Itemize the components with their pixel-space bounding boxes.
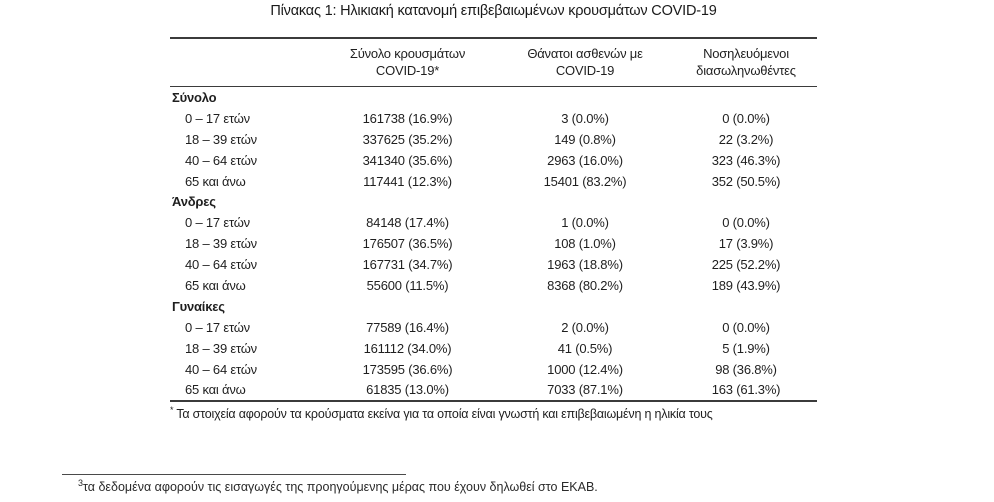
deaths-value: 1963 (18.8%) [547,257,623,273]
cases-value: 55600 (11.5%) [366,277,449,293]
covid-age-distribution-table: Σύνολο κρουσμάτων COVID-19* Θάνατοι ασθε… [170,37,817,422]
intubated-value: 5 (1.9%) [722,340,770,356]
table-title: Πίνακας 1: Ηλικιακή κατανομή επιβεβαιωμέ… [270,3,717,19]
section-label: Γυναίκες [172,298,225,314]
table-row: 40 – 64 ετών 173595 (36.6%) 1000 (12.4%)… [170,359,817,380]
age-group-label: 40 – 64 ετών [185,152,257,168]
deaths-value: 8368 (80.2%) [547,277,623,293]
intubated-value: 0 (0.0%) [722,215,770,231]
cases-value: 117441 (12.3%) [363,173,452,189]
table-row: 65 και άνω 117441 (12.3%) 15401 (83.2%) … [170,171,817,192]
age-group-label: 0 – 17 ετών [185,215,250,231]
table-row: 0 – 17 ετών 161738 (16.9%) 3 (0.0%) 0 (0… [170,108,817,129]
cases-value: 176507 (36.5%) [362,236,453,252]
cases-value: 61835 (13.0%) [366,382,449,398]
section-label: Σύνολο [172,89,217,105]
age-group-label: 18 – 39 ετών [185,236,257,252]
table-row: 65 και άνω 61835 (13.0%) 7033 (87.1%) 16… [170,379,817,400]
header-intubated: Νοσηλευόμενοι διασωληνωθέντες [675,45,817,79]
table-row: 0 – 17 ετών 84148 (17.4%) 1 (0.0%) 0 (0.… [170,212,817,233]
deaths-value: 7033 (87.1%) [547,382,623,398]
deaths-value: 1 (0.0%) [561,215,609,231]
intubated-value: 352 (50.5%) [711,173,781,189]
intubated-value: 17 (3.9%) [718,236,774,252]
section-header-row-total: Σύνολο [170,87,817,108]
section-header-row-women: Γυναίκες [170,296,817,317]
deaths-value: 149 (0.8%) [554,131,616,147]
cases-value: 77589 (16.4%) [366,319,449,335]
page-footnote-text: τα δεδομένα αφορούν τις εισαγωγές της πρ… [83,480,598,495]
intubated-value: 225 (52.2%) [711,257,781,273]
table-footnote: * Τα στοιχεία αφορούν τα κρούσματα εκείνα… [170,405,817,421]
table-body: Σύνολο 0 – 17 ετών 161738 (16.9%) 3 (0.0… [170,87,817,403]
section-label: Άνδρες [172,194,216,210]
intubated-value: 0 (0.0%) [722,319,770,335]
intubated-value: 189 (43.9%) [711,277,781,293]
intubated-value: 163 (61.3%) [711,382,781,398]
intubated-value: 0 (0.0%) [722,110,770,126]
cases-value: 167731 (34.7%) [362,257,453,273]
table-row: 0 – 17 ετών 77589 (16.4%) 2 (0.0%) 0 (0.… [170,317,817,338]
age-group-label: 65 και άνω [185,173,246,189]
table-row: 40 – 64 ετών 341340 (35.6%) 2963 (16.0%)… [170,150,817,171]
table-row: 18 – 39 ετών 161112 (34.0%) 41 (0.5%) 5 … [170,338,817,359]
age-group-label: 65 και άνω [185,277,246,293]
age-group-label: 40 – 64 ετών [185,257,257,273]
table-row: 40 – 64 ετών 167731 (34.7%) 1963 (18.8%)… [170,254,817,275]
header-deaths-line1: Θάνατοι ασθενών με [527,46,643,61]
intubated-value: 98 (36.8%) [715,361,777,377]
page-footnote-marker: 3 [78,478,84,488]
deaths-value: 1000 (12.4%) [547,361,623,377]
section-header-row-men: Άνδρες [170,191,817,212]
age-group-label: 40 – 64 ετών [185,361,257,377]
cases-value: 161738 (16.9%) [362,110,453,126]
cases-value: 341340 (35.6%) [362,152,453,168]
deaths-value: 3 (0.0%) [561,110,609,126]
intubated-value: 22 (3.2%) [718,131,774,147]
age-group-label: 18 – 39 ετών [185,131,257,147]
header-total-cases: Σύνολο κρουσμάτων COVID-19* [320,45,495,79]
header-intubated-line1: Νοσηλευόμενοι [703,46,789,61]
deaths-value: 41 (0.5%) [557,340,613,356]
page-footnote-separator [62,474,406,475]
cases-value: 161112 (34.0%) [363,340,452,356]
header-total-cases-line2: COVID-19* [375,63,440,78]
table-row: 65 και άνω 55600 (11.5%) 8368 (80.2%) 18… [170,275,817,296]
deaths-value: 15401 (83.2%) [543,173,627,189]
age-group-label: 65 και άνω [185,382,246,398]
page-footnote: 3τα δεδομένα αφορούν τις εισαγωγές της π… [78,478,598,494]
age-group-label: 0 – 17 ετών [185,319,250,335]
intubated-value: 323 (46.3%) [711,152,781,168]
deaths-value: 2963 (16.0%) [547,152,623,168]
table-row: 18 – 39 ετών 337625 (35.2%) 149 (0.8%) 2… [170,129,817,150]
header-deaths-line2: COVID-19 [555,63,615,78]
deaths-value: 2 (0.0%) [561,319,609,335]
cases-value: 173595 (36.6%) [362,361,453,377]
age-group-label: 18 – 39 ετών [185,340,257,356]
table-footnote-marker: * [170,405,174,416]
cases-value: 337625 (35.2%) [362,131,453,147]
cases-value: 84148 (17.4%) [366,215,449,231]
header-intubated-line2: διασωληνωθέντες [696,63,796,78]
table-header-row: Σύνολο κρουσμάτων COVID-19* Θάνατοι ασθε… [170,37,817,87]
table-row: 18 – 39 ετών 176507 (36.5%) 108 (1.0%) 1… [170,233,817,254]
table-footnote-text: Τα στοιχεία αφορούν τα κρούσματα εκείνα … [176,407,713,422]
deaths-value: 108 (1.0%) [554,236,616,252]
header-total-cases-line1: Σύνολο κρουσμάτων [349,46,466,61]
header-deaths: Θάνατοι ασθενών με COVID-19 [495,45,675,79]
age-group-label: 0 – 17 ετών [185,110,250,126]
header-empty-cell [170,45,320,79]
